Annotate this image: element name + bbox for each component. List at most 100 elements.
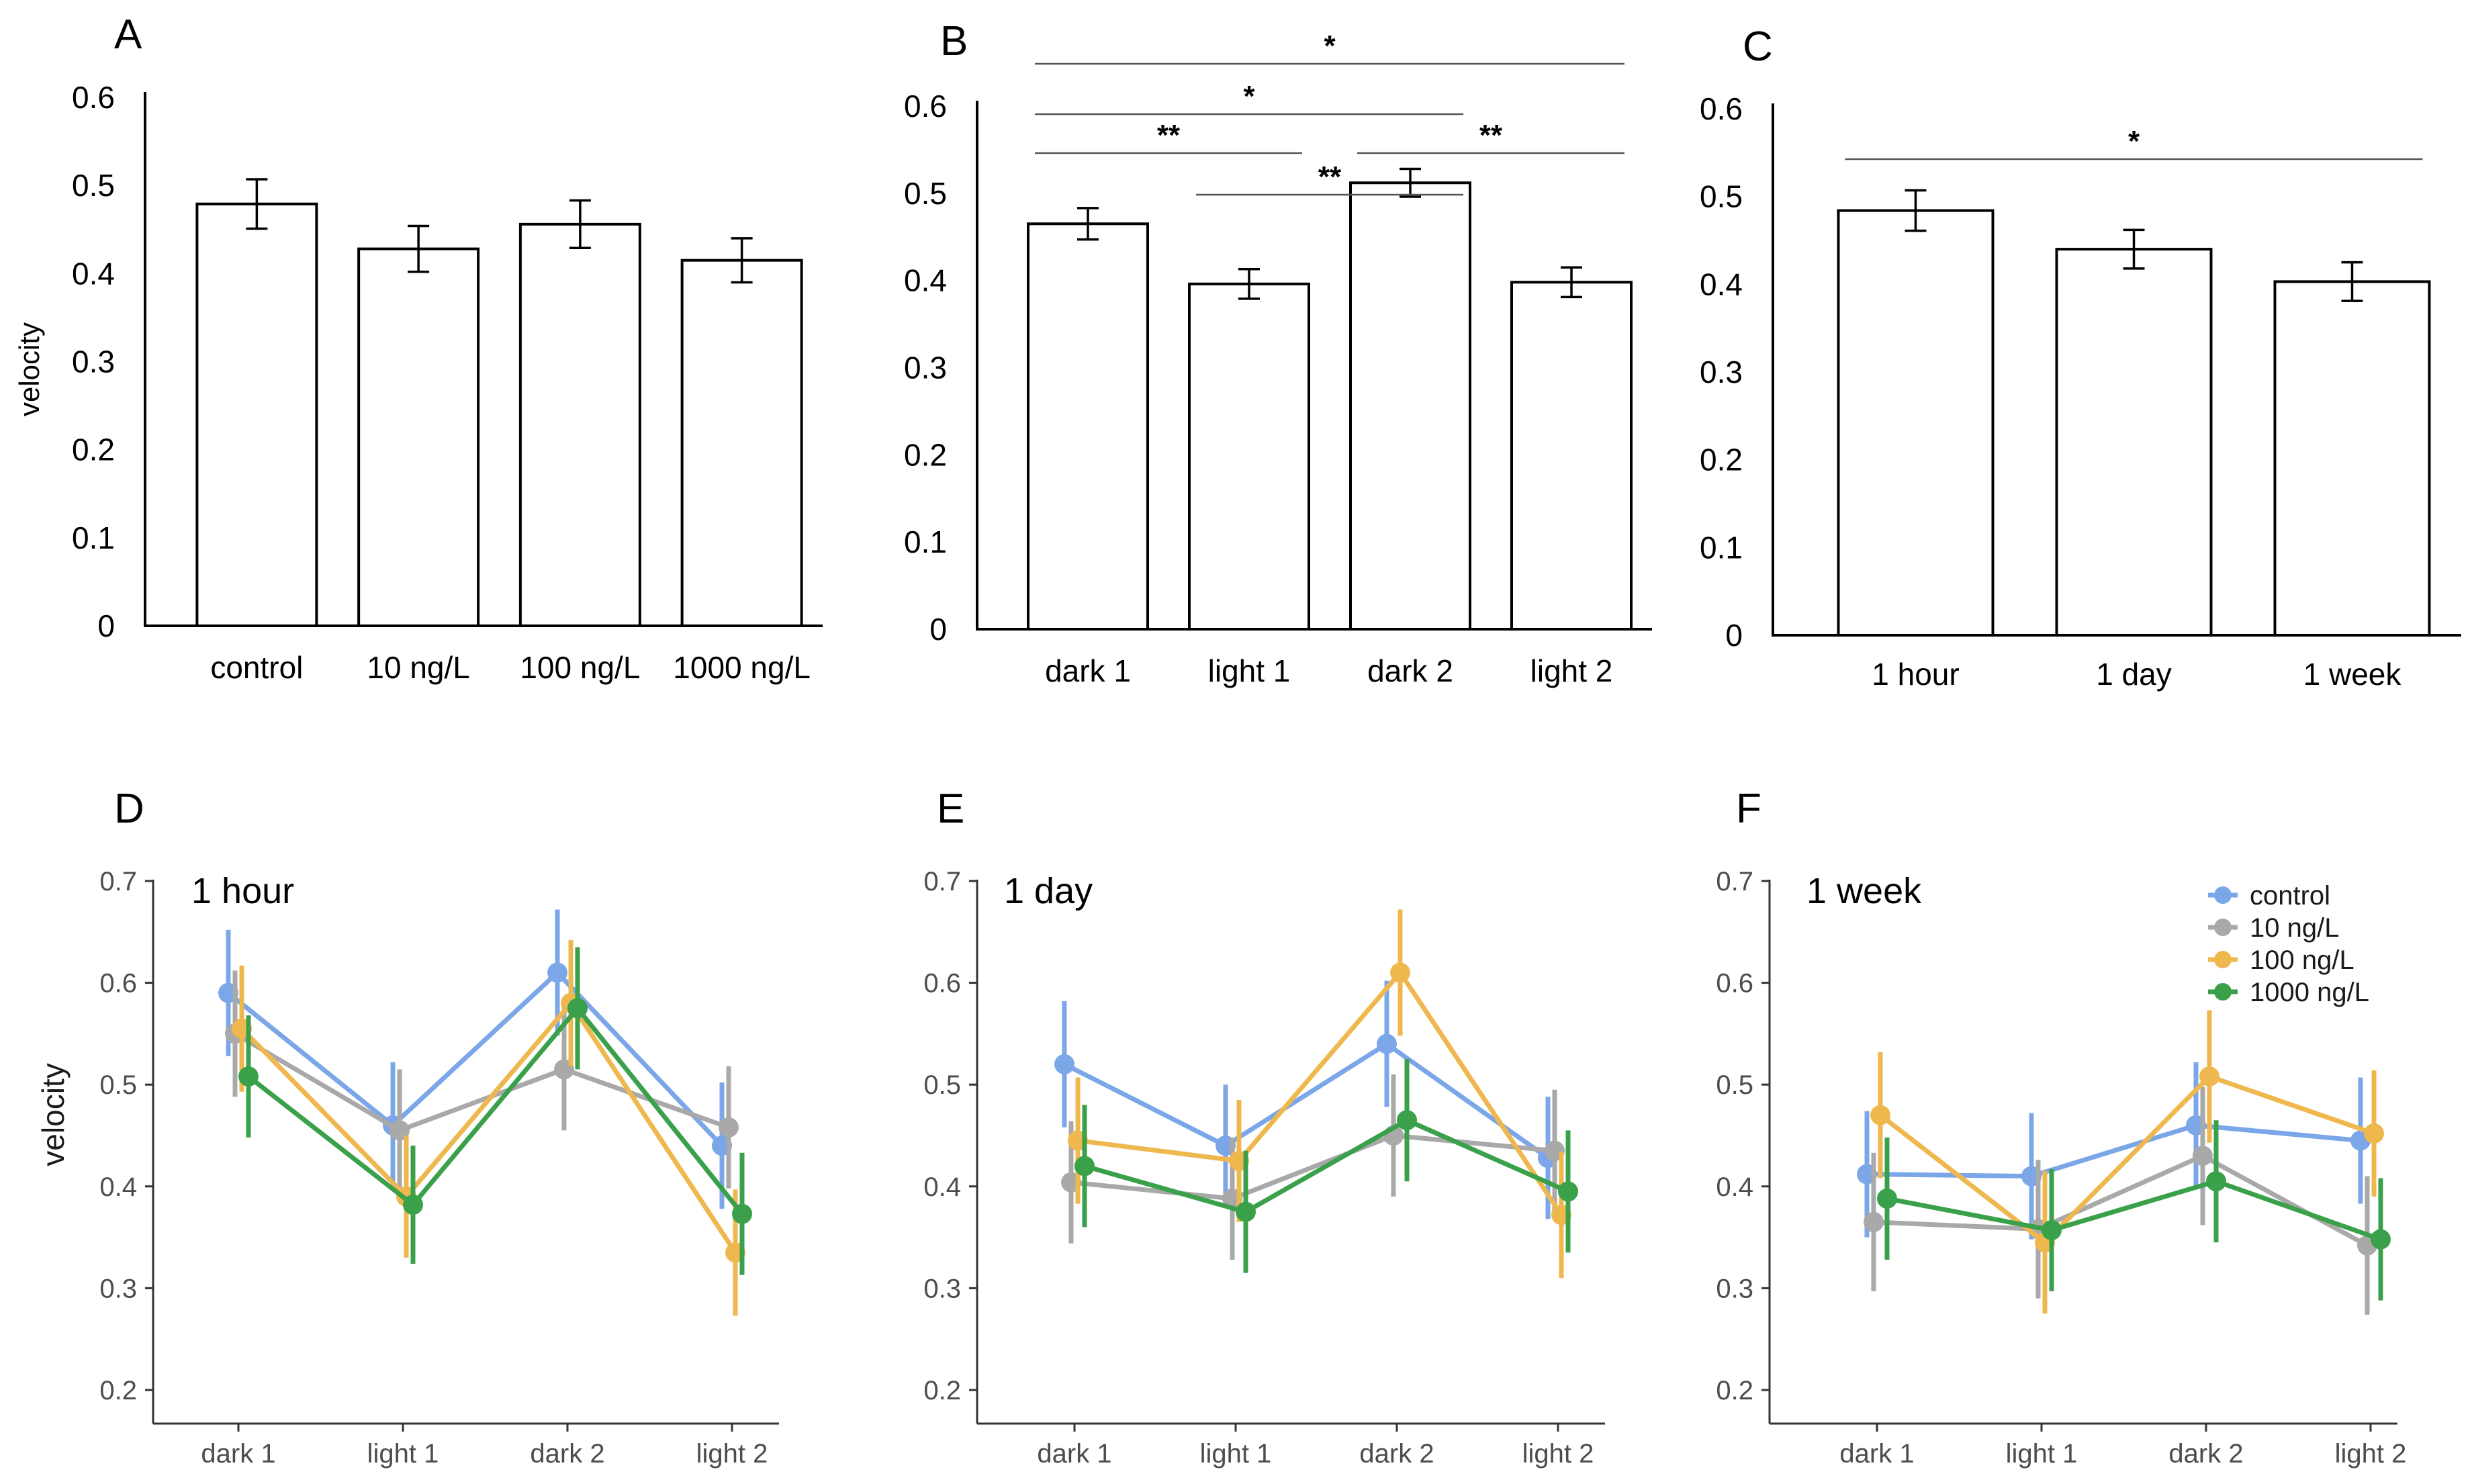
- y-tick-label: 0.7: [923, 867, 961, 896]
- data-point: [1054, 1054, 1074, 1074]
- series-line: [1063, 1041, 1550, 1160]
- y-tick-label: 0.4: [99, 1172, 137, 1202]
- series-line: [1866, 1123, 2361, 1179]
- line-chart-e: 0.2 0.3 0.4 0.5 0.6 0.7 dark 1 light 1 dark 2 lig…: [923, 867, 1605, 1469]
- series-line: [246, 1006, 744, 1215]
- y-tick-label: 0.7: [1716, 867, 1753, 896]
- y-tick-label: 0.4: [904, 263, 947, 298]
- y-tick-label: 0.6: [923, 969, 961, 999]
- data-point: [390, 1120, 410, 1141]
- bar-chart-c: 0 0.1 0.2 0.3 0.4 0.5 0.6 1 hour 1 day 1 week *: [1700, 91, 2461, 692]
- series-line: [1084, 1117, 1569, 1215]
- series-line: [1873, 1153, 2369, 1248]
- bar: [357, 247, 480, 627]
- bar: [1837, 209, 1995, 637]
- bar-chart-b: 0 0.1 0.2 0.3 0.4 0.5 0.6 dark 1 light 1 dark 2 li…: [904, 30, 1652, 688]
- bar-chart-a: 0 0.1 0.2 0.3 0.4 0.5 0.6 control 10 ng/L 100 ng/…: [72, 80, 823, 685]
- data-point: [1236, 1201, 1256, 1222]
- y-tick-label: 0.6: [904, 89, 947, 124]
- x-tick-label: dark 2: [530, 1439, 604, 1469]
- y-tick-label: 0.3: [904, 351, 947, 385]
- y-axis-label-line: velocity: [36, 1063, 71, 1166]
- x-tick-label: dark 2: [1367, 653, 1453, 688]
- y-tick-label: 0.5: [1700, 179, 1743, 214]
- y-tick-label: 0.4: [72, 256, 115, 291]
- y-tick-label: 0.6: [1700, 91, 1743, 126]
- x-tick-label: light 1: [1208, 653, 1291, 688]
- data-point: [2193, 1146, 2213, 1166]
- series-line: [234, 1031, 730, 1133]
- x-tick-label: control: [210, 650, 303, 685]
- significance-label: *: [2128, 125, 2140, 158]
- y-tick-label: 0.2: [923, 1376, 961, 1405]
- data-point: [403, 1195, 423, 1215]
- y-tick-label: 0.3: [1716, 1274, 1753, 1303]
- panel-letter-c: C: [1743, 24, 1773, 70]
- significance-label: **: [1318, 160, 1342, 193]
- bar: [680, 259, 803, 627]
- data-point: [2199, 1066, 2219, 1087]
- data-point: [732, 1203, 752, 1224]
- x-tick-label: light 2: [2335, 1439, 2407, 1469]
- line-chart-f: 0.2 0.3 0.4 0.5 0.6 0.7 dark 1 light 1 dark 2 lig…: [1716, 867, 2406, 1469]
- x-tick-label: dark 2: [2168, 1439, 2243, 1469]
- x-tick-label: light 2: [696, 1439, 768, 1469]
- x-tick-label: light 2: [1522, 1439, 1594, 1469]
- significance-label: **: [1157, 119, 1181, 152]
- y-tick-label: 0.4: [923, 1172, 961, 1202]
- y-axis-label-bar: velocity: [13, 322, 45, 416]
- bar: [1510, 281, 1633, 631]
- data-point: [2042, 1219, 2062, 1240]
- y-tick-label: 0.2: [72, 432, 115, 467]
- x-tick-label: light 1: [1200, 1439, 1272, 1469]
- y-tick-label: 0.5: [1716, 1070, 1753, 1100]
- x-tick-label: 1 day: [2096, 657, 2172, 692]
- significance-label: *: [1243, 80, 1255, 113]
- x-tick-label: light 2: [1530, 653, 1613, 688]
- bar: [1027, 222, 1149, 631]
- y-tick-label: 0.5: [904, 176, 947, 211]
- series-line: [1077, 970, 1563, 1217]
- data-point: [1877, 1188, 1897, 1209]
- x-tick-label: 1 hour: [1872, 657, 1959, 692]
- significance-label: **: [1479, 119, 1503, 152]
- y-tick-label: 0.3: [99, 1274, 137, 1303]
- y-tick-label: 0: [97, 608, 115, 643]
- x-tick-label: dark 2: [1359, 1439, 1434, 1469]
- y-tick-label: 0.4: [1716, 1172, 1753, 1202]
- data-point: [2206, 1171, 2226, 1192]
- data-point: [1397, 1110, 1417, 1131]
- data-point: [1870, 1105, 1890, 1125]
- bar: [1349, 181, 1471, 631]
- bar: [1188, 282, 1310, 631]
- line-chart-d: 0.2 0.3 0.4 0.5 0.6 0.7 dark 1 light 1 dark 2 lig…: [99, 867, 779, 1469]
- panel-letter-f: F: [1736, 786, 1761, 832]
- legend-label: control: [2250, 881, 2330, 911]
- legend-swatch-point: [2214, 919, 2232, 936]
- bar: [2273, 280, 2431, 637]
- y-tick-label: 0.3: [1700, 355, 1743, 389]
- data-point: [1377, 1033, 1397, 1054]
- data-point: [547, 962, 567, 983]
- significance-label: *: [1324, 30, 1336, 62]
- panel-letter-d: D: [114, 786, 144, 832]
- panel-letter-b: B: [940, 18, 968, 64]
- y-tick-label: 0.2: [904, 437, 947, 472]
- y-tick-label: 0.1: [72, 520, 115, 555]
- data-point: [1864, 1211, 1884, 1232]
- data-point: [719, 1117, 739, 1138]
- x-tick-label: dark 1: [1839, 1439, 1914, 1469]
- y-tick-label: 0: [929, 612, 947, 647]
- x-tick-label: 1 week: [2303, 657, 2402, 692]
- x-tick-label: dark 1: [201, 1439, 275, 1469]
- y-tick-label: 0: [1725, 618, 1743, 653]
- y-tick-label: 0.5: [923, 1070, 961, 1100]
- y-tick-label: 0.1: [1700, 530, 1743, 565]
- y-tick-label: 0.7: [99, 867, 137, 896]
- bar: [2055, 248, 2213, 637]
- y-tick-label: 0.6: [1716, 969, 1753, 999]
- y-tick-label: 0.6: [72, 80, 115, 115]
- x-tick-label: light 1: [2006, 1439, 2078, 1469]
- y-tick-label: 0.5: [99, 1070, 137, 1100]
